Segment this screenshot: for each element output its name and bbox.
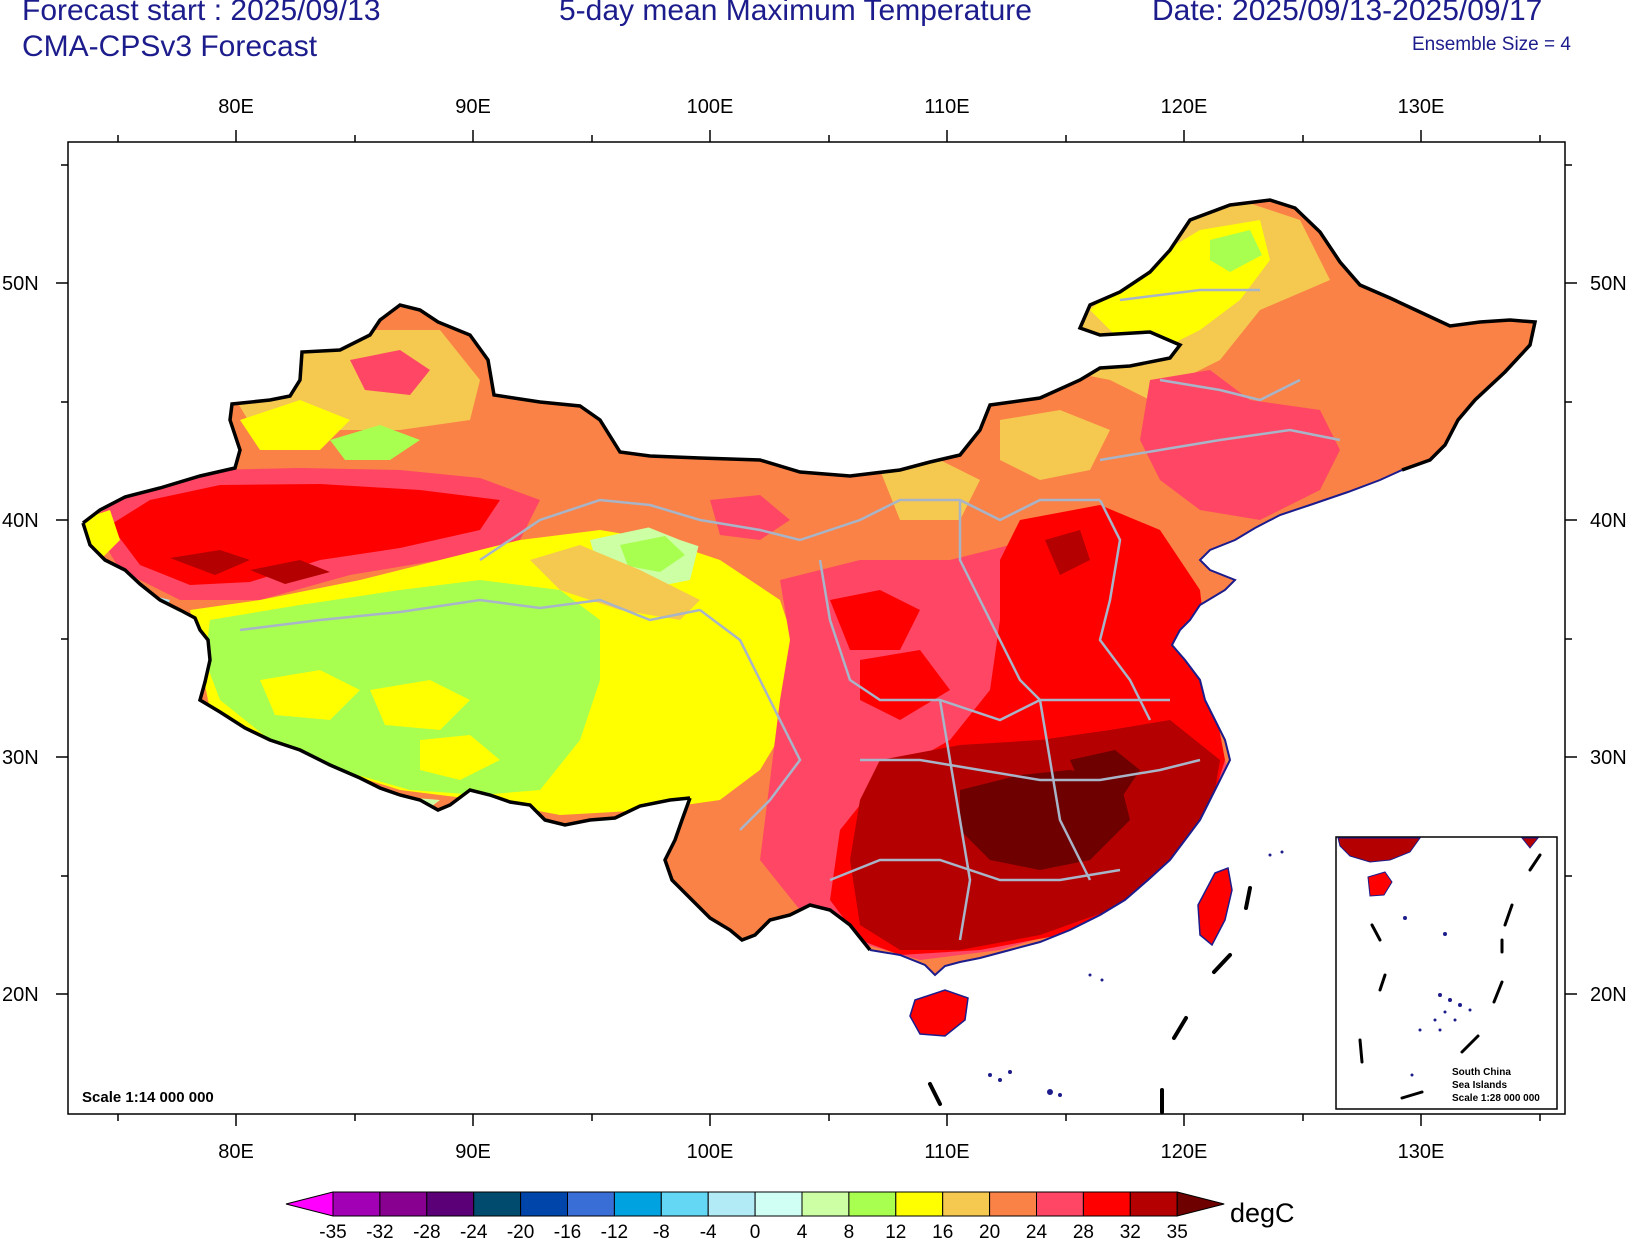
lon-label: 110E — [924, 1141, 969, 1163]
colorbar-tick-label: -20 — [507, 1222, 534, 1241]
lat-label: 20N — [2, 984, 39, 1006]
colorbar-swatch — [426, 1191, 475, 1217]
colorbar-tick-label: 0 — [750, 1222, 761, 1241]
colorbar-swatch — [379, 1191, 428, 1217]
lon-label: 90E — [455, 1141, 491, 1163]
inset-label: South China — [1452, 1067, 1511, 1078]
colorbar-tick-label: 32 — [1120, 1222, 1141, 1241]
country-border — [81, 198, 1538, 525]
sea-islands — [988, 850, 1284, 1097]
map-title: 5-day mean Maximum Temperature — [559, 0, 1032, 27]
colorbar-tick-label: 12 — [885, 1222, 906, 1241]
colorbar-swatch — [660, 1191, 709, 1217]
colorbar-tick-label: 35 — [1167, 1222, 1188, 1241]
dash-line — [928, 886, 1252, 1114]
colorbar-tick-label: -32 — [366, 1222, 393, 1241]
hainan-island — [909, 989, 969, 1037]
lat-labels-left: 50N 40N 30N 20N — [2, 273, 39, 1006]
lat-label: 50N — [1590, 273, 1627, 295]
colorbar-swatch — [1036, 1191, 1084, 1217]
colorbar-tick-label: -4 — [700, 1222, 717, 1241]
colorbar-swatch — [848, 1191, 897, 1217]
lon-label: 90E — [455, 96, 491, 118]
colorbar-swatch — [895, 1191, 944, 1217]
colorbar-tick-label: 20 — [979, 1222, 1000, 1241]
colorbar-tick-label: 16 — [932, 1222, 953, 1241]
lon-labels-bottom: 80E 90E 100E 110E 120E 130E — [218, 1141, 1444, 1163]
colorbar-tick-label: 4 — [797, 1222, 808, 1241]
scale-label: Scale 1:14 000 000 — [82, 1089, 214, 1106]
inset-label: Scale 1:28 000 000 — [1452, 1093, 1540, 1104]
colorbar-tick-label: -35 — [319, 1222, 346, 1241]
lon-label: 100E — [687, 96, 734, 118]
colorbar-unit-label: degC — [1230, 1198, 1295, 1228]
colorbar-arrow-left — [285, 1191, 334, 1217]
colorbar-tick-label: -8 — [653, 1222, 670, 1241]
colorbar-arrow-right — [1176, 1191, 1225, 1217]
colorbar-swatch — [567, 1191, 615, 1217]
taiwan-island — [1197, 866, 1233, 947]
lon-label: 80E — [218, 96, 254, 118]
colorbar-tick-label: 8 — [844, 1222, 855, 1241]
lat-labels-right: 50N 40N 30N 20N — [1590, 273, 1627, 1006]
colorbar-swatch — [754, 1191, 803, 1217]
colorbar-swatch — [707, 1191, 756, 1217]
lat-label: 40N — [1590, 510, 1627, 532]
colorbar-tick-label: 24 — [1026, 1222, 1048, 1241]
colorbar-tick-label: 28 — [1073, 1222, 1094, 1241]
colorbar-swatch — [801, 1191, 850, 1217]
lon-label: 130E — [1398, 1141, 1445, 1163]
lon-label: 120E — [1161, 1141, 1208, 1163]
lat-label: 30N — [1590, 747, 1627, 769]
province-boundaries — [239, 288, 1341, 941]
colorbar-tick-label: -24 — [460, 1222, 488, 1241]
lat-label: 40N — [2, 510, 39, 532]
colorbar-swatch — [1129, 1191, 1178, 1217]
axis-ticks — [56, 130, 1577, 1126]
colorbar-swatch — [942, 1191, 991, 1217]
colorbar-tick-label: -28 — [413, 1222, 440, 1241]
inset-label: Sea Islands — [1452, 1080, 1507, 1091]
date-range-label: Date: 2025/09/13-2025/09/17 — [1152, 0, 1543, 27]
lat-label: 20N — [1590, 984, 1627, 1006]
lon-label: 80E — [218, 1141, 254, 1163]
model-label: CMA-CPSv3 Forecast — [22, 30, 318, 63]
coastline — [869, 469, 1403, 977]
lon-label: 100E — [687, 1141, 734, 1163]
colorbar-swatch — [613, 1191, 662, 1217]
forecast-start-label: Forecast start : 2025/09/13 — [22, 0, 381, 27]
colorbar-swatch — [520, 1191, 568, 1217]
country-border-sw — [81, 522, 691, 827]
colorbar-swatch — [473, 1191, 522, 1217]
lat-label: 30N — [2, 747, 39, 769]
country-border-s — [663, 797, 872, 952]
colorbar-swatch — [332, 1191, 381, 1217]
ensemble-size-label: Ensemble Size = 4 — [1412, 34, 1571, 55]
colorbar-swatch — [1082, 1191, 1131, 1217]
lat-label: 50N — [2, 273, 39, 295]
colorbar-tick-label: -16 — [554, 1222, 581, 1241]
colorbar-swatch — [989, 1191, 1037, 1217]
lon-label: 110E — [924, 96, 969, 118]
lon-labels-top: 80E 90E 100E 110E 120E 130E — [218, 96, 1444, 118]
south-china-sea-inset: South China Sea Islands Scale 1:28 000 0… — [1335, 836, 1558, 1110]
lon-label: 120E — [1161, 96, 1208, 118]
colorbar-tick-label: -12 — [601, 1222, 628, 1241]
colorbar: -35 -32 -28 -24 -20 -16 -12 -8 -4 0 4 8 12 16 20 24 28 32… — [285, 1191, 1225, 1241]
lon-label: 130E — [1398, 96, 1445, 118]
